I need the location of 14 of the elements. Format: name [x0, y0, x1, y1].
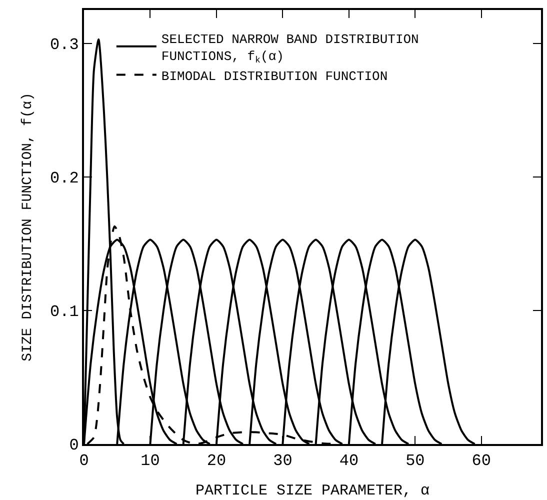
x-tick-label: 50: [406, 452, 425, 470]
y-tick-label: 0.3: [50, 36, 79, 54]
x-tick-label: 30: [273, 452, 292, 470]
legend-label: SELECTED NARROW BAND DISTRIBUTION FUNCTIONS, f$_{k}$(α): [161, 32, 419, 66]
legend-label: BIMODAL DISTRIBUTION FUNCTION: [161, 68, 388, 84]
x-tick-label: 60: [472, 452, 491, 470]
x-axis-title: PARTICLE SIZE PARAMETER, α: [195, 482, 430, 500]
y-tick-label: 0: [69, 436, 79, 455]
y-axis-title: SIZE DISTRIBUTION FUNCTION, f(α): [20, 92, 36, 362]
y-tick-label: 0.2: [50, 170, 79, 188]
y-tick-label: 0.1: [50, 303, 79, 322]
x-tick-label: 40: [339, 452, 359, 470]
x-tick-label: 10: [140, 452, 160, 470]
x-tick-label: 20: [206, 452, 226, 470]
